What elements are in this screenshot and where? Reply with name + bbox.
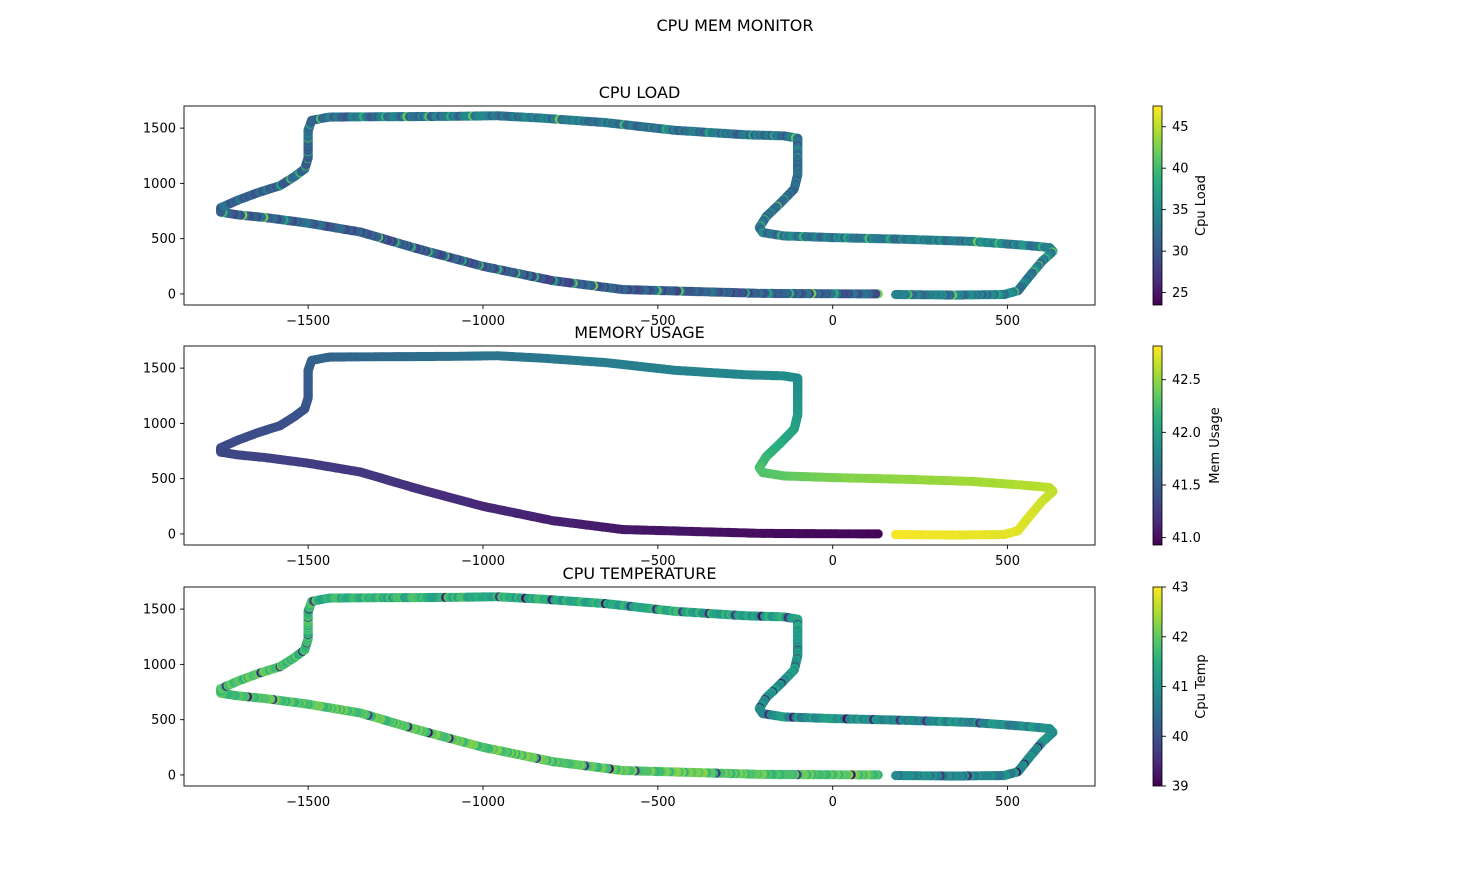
cpu-temperature-panel: CPU TEMPERATURE −1500 −1000 −500 0 500 0 500 100…	[143, 564, 1209, 810]
colorbar-tick-label: 25	[1172, 286, 1189, 301]
x-tick-label: −1500	[286, 314, 330, 329]
cpu-load-axes-frame	[183, 105, 1096, 306]
cpu-temperature-title: CPU TEMPERATURE	[563, 564, 717, 583]
memory-usage-axes-frame	[183, 345, 1096, 546]
y-tick-label: 500	[151, 713, 176, 728]
cpu-temperature-colorbar: 39 40 41 42 43 Cpu Temp	[1152, 581, 1209, 795]
colorbar-tick-label: 40	[1172, 730, 1189, 745]
colorbar-label: Cpu Temp	[1194, 654, 1209, 718]
y-tick-label: 0	[168, 768, 176, 783]
colorbar-tick-label: 43	[1172, 581, 1189, 596]
colorbar-label: Mem Usage	[1208, 407, 1223, 484]
x-tick-label: 0	[829, 795, 837, 810]
y-tick-label: 0	[168, 287, 176, 302]
x-tick-label: −1000	[461, 795, 505, 810]
colorbar-tick-label: 40	[1172, 162, 1189, 177]
figure-suptitle: CPU MEM MONITOR	[657, 16, 814, 35]
colorbar-tick-label: 45	[1172, 120, 1189, 135]
memory-usage-title: MEMORY USAGE	[574, 323, 705, 342]
y-tick-label: 1500	[143, 362, 176, 377]
colorbar-gradient	[1152, 105, 1163, 306]
cpu-load-colorbar: 25 30 35 40 45 Cpu Load	[1152, 105, 1209, 306]
memory-usage-panel: MEMORY USAGE −1500 −1000 −500 0 500 0 500 1000 15…	[143, 323, 1223, 569]
y-tick-label: 500	[151, 472, 176, 487]
x-tick-label: −500	[640, 554, 676, 569]
colorbar-tick-label: 41	[1172, 680, 1189, 695]
x-tick-label: −1500	[286, 795, 330, 810]
x-tick-label: −1500	[286, 554, 330, 569]
scatter-point	[891, 529, 901, 540]
y-tick-label: 1500	[143, 603, 176, 618]
colorbar-tick-label: 41.5	[1172, 478, 1201, 493]
colorbar-label: Cpu Load	[1194, 175, 1209, 236]
memory-usage-colorbar: 41.0 41.5 42.0 42.5 Mem Usage	[1152, 345, 1223, 546]
scatter-point	[891, 289, 901, 300]
colorbar-tick-label: 41.0	[1172, 531, 1201, 546]
colorbar-tick-label: 30	[1172, 245, 1189, 260]
cpu-load-panel: CPU LOAD −1500 −1000 −500 0 500 0 500 1000 1500 25…	[143, 83, 1209, 329]
cpu-load-title: CPU LOAD	[599, 83, 681, 102]
x-tick-label: 0	[829, 554, 837, 569]
x-tick-label: −1000	[461, 314, 505, 329]
chart-panels: CPU LOAD −1500 −1000 −500 0 500 0 500 1000 1500 25…	[143, 83, 1223, 810]
colorbar-tick-label: 42.5	[1172, 373, 1201, 388]
cpu-temperature-axes-frame	[183, 586, 1096, 787]
y-tick-label: 1000	[143, 177, 176, 192]
colorbar-gradient	[1152, 345, 1163, 546]
y-tick-label: 500	[151, 232, 176, 247]
scatter-point	[891, 770, 901, 781]
memory-usage-scatter	[216, 351, 1058, 540]
x-tick-label: 0	[829, 314, 837, 329]
colorbar-tick-label: 35	[1172, 203, 1189, 218]
x-tick-label: 500	[995, 795, 1020, 810]
x-tick-label: −500	[640, 795, 676, 810]
x-tick-label: −1000	[461, 554, 505, 569]
colorbar-gradient	[1152, 586, 1163, 787]
x-tick-label: −500	[640, 314, 676, 329]
x-tick-label: 500	[995, 314, 1020, 329]
cpu-temperature-scatter	[216, 592, 1058, 781]
x-tick-label: 500	[995, 554, 1020, 569]
y-tick-label: 0	[168, 527, 176, 542]
y-tick-label: 1000	[143, 417, 176, 432]
cpu-load-scatter	[216, 111, 1058, 300]
y-tick-label: 1000	[143, 658, 176, 673]
colorbar-tick-label: 42.0	[1172, 426, 1201, 441]
colorbar-tick-label: 42	[1172, 630, 1189, 645]
y-tick-label: 1500	[143, 122, 176, 137]
colorbar-tick-label: 39	[1172, 780, 1189, 795]
